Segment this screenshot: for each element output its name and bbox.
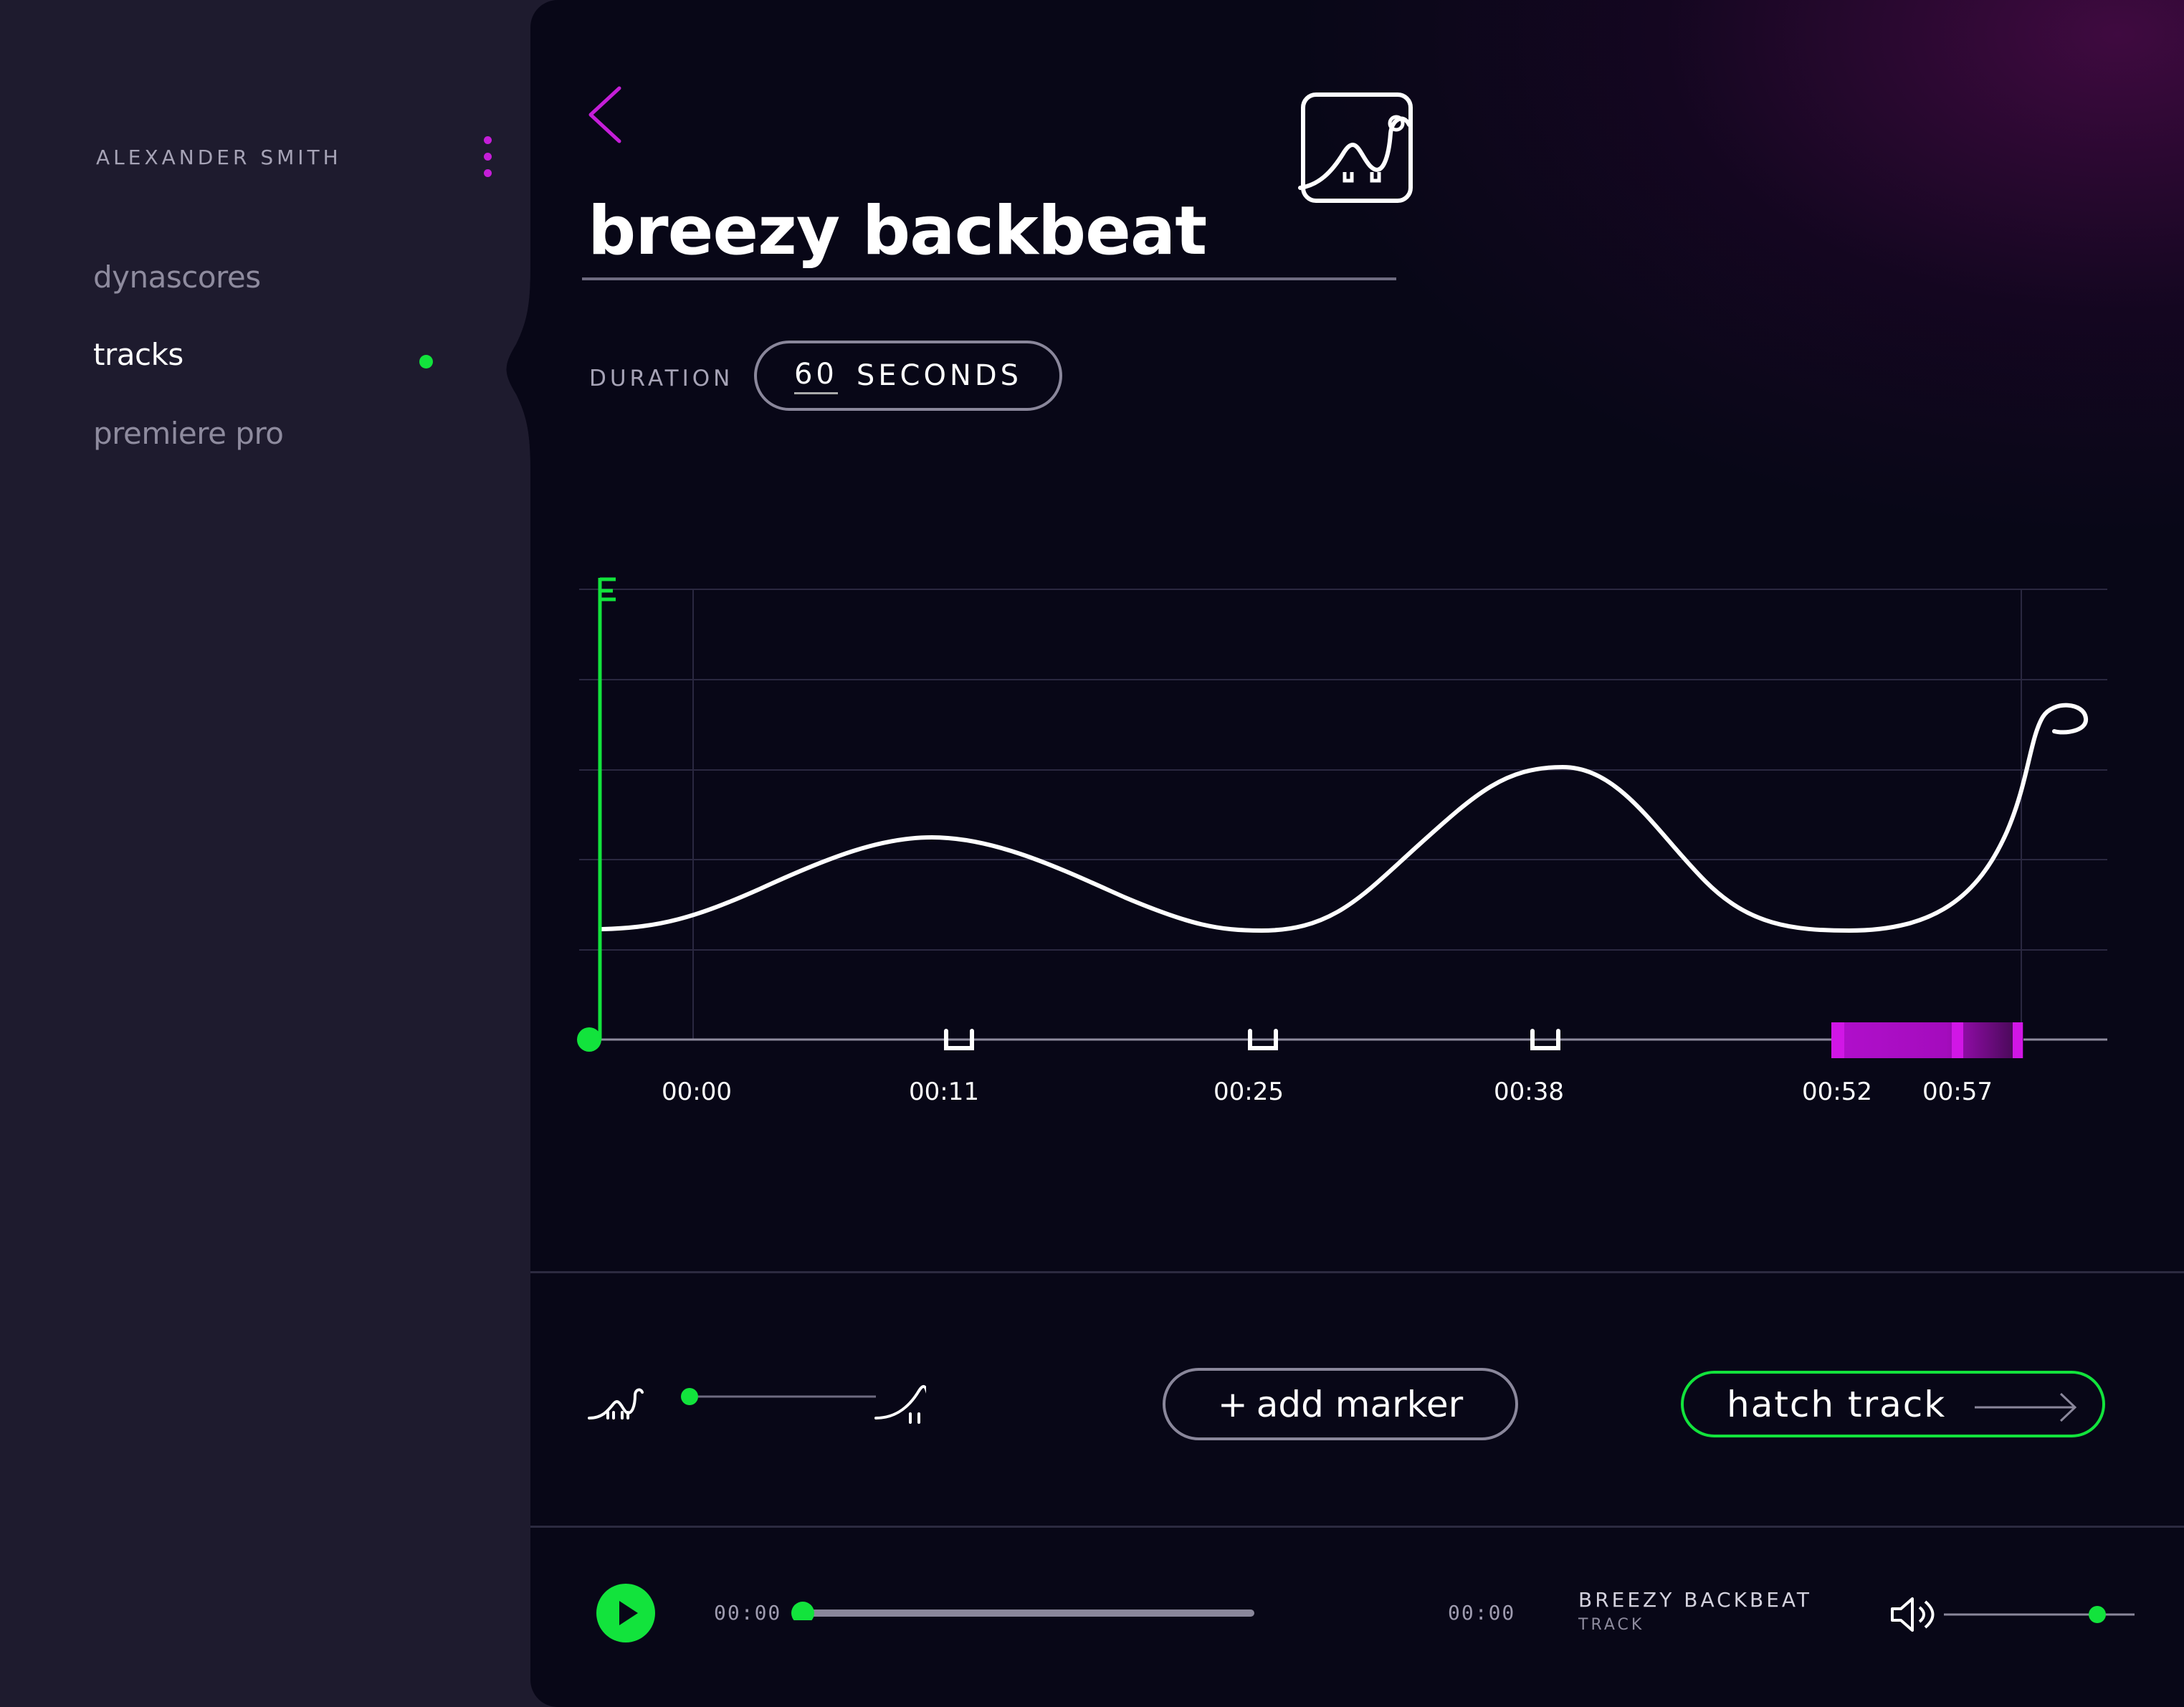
marker-time-label: 00:38 (1494, 1078, 1564, 1106)
track-title[interactable]: breezy backbeat (588, 192, 1207, 270)
sidebar-item-premiere-pro[interactable]: premiere pro (93, 416, 284, 451)
total-time: 00:00 (1448, 1601, 1516, 1625)
play-icon (619, 1601, 638, 1625)
duration-selector[interactable]: 60 SECONDS (754, 341, 1062, 411)
dino-logo-icon (1298, 92, 1413, 203)
small-dino-icon (588, 1388, 644, 1420)
arrow-right-icon (1975, 1392, 2077, 1422)
plus-icon: + (1217, 1383, 1248, 1425)
speaker-icon (1891, 1597, 1935, 1632)
hatch-track-button[interactable]: hatch track (1681, 1371, 2105, 1437)
volume-handle (2089, 1606, 2106, 1623)
more-options-icon[interactable] (479, 136, 496, 186)
duration-unit: SECONDS (856, 359, 1023, 392)
large-dino-icon (874, 1384, 926, 1424)
play-button[interactable] (596, 1584, 655, 1642)
back-chevron-icon[interactable] (581, 82, 631, 147)
marker-time-label: 00:00 (662, 1078, 732, 1106)
playback-progress-bar[interactable] (788, 1592, 1262, 1620)
marker-handle-1 (944, 1029, 974, 1050)
now-playing-title: BREEZY BACKBEAT (1578, 1588, 1812, 1612)
section-divider (530, 1526, 2184, 1528)
panel-notch (495, 251, 559, 488)
active-indicator-dot (419, 355, 433, 368)
playhead-handle (577, 1027, 601, 1052)
title-underline (582, 277, 1396, 280)
marker-time-label: 00:11 (909, 1078, 979, 1106)
marker-time-label: 00:52 (1802, 1078, 1872, 1106)
progress-handle (791, 1602, 814, 1620)
intensity-slider[interactable] (582, 1348, 926, 1434)
intensity-slider-handle (681, 1388, 698, 1405)
current-time: 00:00 (714, 1601, 782, 1625)
intensity-timeline[interactable] (530, 559, 2184, 1075)
ending-region[interactable] (1831, 1022, 2023, 1058)
marker-handle-2 (1248, 1029, 1278, 1050)
intensity-curve (600, 703, 2088, 933)
marker-handle-3 (1530, 1029, 1560, 1050)
sidebar-item-dynascores[interactable]: dynascores (93, 260, 261, 295)
hatch-track-label: hatch track (1727, 1384, 1947, 1425)
marker-time-label: 00:57 (1922, 1078, 1993, 1106)
section-divider (530, 1271, 2184, 1273)
sidebar: ALEXANDER SMITH dynascores tracks premie… (0, 0, 530, 1707)
volume-control[interactable] (1891, 1593, 2149, 1636)
sidebar-item-tracks[interactable]: tracks (93, 337, 183, 372)
now-playing-subtitle: TRACK (1578, 1616, 1645, 1634)
main-panel: breezy backbeat DURATION 60 SECONDS (530, 0, 2184, 1707)
add-marker-label: add marker (1256, 1383, 1464, 1425)
duration-label: DURATION (589, 366, 734, 391)
marker-time-label: 00:25 (1213, 1078, 1284, 1106)
user-name: ALEXANDER SMITH (96, 146, 342, 169)
duration-value[interactable]: 60 (793, 358, 838, 394)
add-marker-button[interactable]: + add marker (1163, 1368, 1518, 1440)
